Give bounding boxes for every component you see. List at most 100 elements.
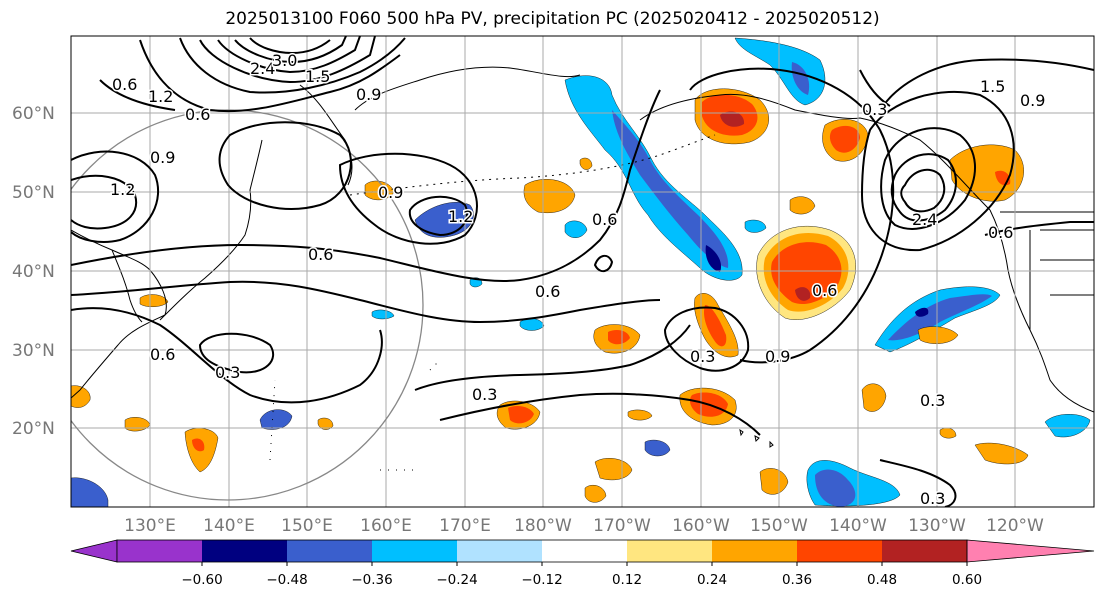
pv-contour [984,221,1094,236]
contour-label: 0.6 [112,75,137,94]
precip-positive-strong [829,125,860,153]
colorbar-segment [117,540,202,562]
precip-negative-area [744,219,767,233]
contour-label: 1.5 [305,67,330,86]
contour-label: 1.2 [448,207,473,226]
japan-coastline [159,139,263,321]
precip-positive-strong [771,242,842,305]
contour-label: 0.6 [812,281,837,300]
contour-label: 1.2 [148,87,173,106]
precip-negative-core [791,62,810,95]
lon-label: 170°E [439,516,491,536]
pv-contour [198,332,275,374]
map-frame [70,35,1095,508]
contour-label: 0.9 [1020,91,1045,110]
pv-contour [414,324,691,391]
lat-label: 20°N [12,419,55,439]
pv-contour [860,91,1015,252]
lon-label: 150°W [750,516,808,536]
colorbar-segment [202,540,287,562]
pv-contour [890,153,957,222]
precip-positive-area [139,294,169,307]
contour-label: 0.6 [185,105,210,124]
us-state-line [1029,229,1094,330]
precip-positive-area [584,485,607,503]
pv-contour [879,58,1094,111]
lat-label: 30°N [12,341,55,361]
contour-labels: 2.4 3.0 1.5 1.2 0.6 0.9 0.6 0.9 1.2 0.9 … [109,50,1047,508]
colorbar-tick-label: 0.60 [952,572,982,588]
contour-label: 3.0 [272,51,297,70]
precip-positive-strong [704,305,727,347]
pv-contour [439,392,761,436]
contour-label: 0.9 [765,347,790,366]
precip-positive-strong [192,438,205,452]
pv-contour [663,306,750,372]
precip-negative-area [564,220,588,238]
lon-label: 170°W [593,516,651,536]
pv-contour [408,195,468,237]
map-title: 2025013100 F060 500 hPa PV, precipitatio… [225,9,880,29]
precip-negative-area [644,439,671,457]
colorbar-tick-label: −0.60 [181,572,222,588]
hawaii-islands [739,428,774,448]
colorbar-tick-label: 0.48 [867,572,897,588]
precip-negative-core [612,110,729,268]
contour-label: 0.3 [472,385,497,404]
pv-contour [99,79,176,111]
precip-negative-core [888,294,992,341]
alaska-coastline [639,93,991,211]
pv-contour [71,307,383,404]
colorbar-segment [712,540,797,562]
precip-positive-area [317,417,334,430]
lon-label: 130°W [908,516,966,536]
contour-label: 0.3 [920,391,945,410]
pv-contour [199,36,376,84]
latitude-axis: 20°N 30°N 40°N 50°N 60°N [12,104,55,439]
reference-circle [71,109,424,501]
contour-label: 0.3 [862,100,887,119]
pv-contours [71,36,1094,507]
contour-label: 2.4 [912,210,937,229]
korea-coastline [111,249,143,323]
colorbar-segment [882,540,967,562]
colorbar-segment [372,540,457,562]
colorbar-segment [457,540,542,562]
precip-positive-area [579,157,593,170]
pv-contour [593,254,614,273]
lon-label: 140°W [829,516,887,536]
contour-label: 0.6 [535,282,560,301]
colorbar-tick-label: −0.48 [266,572,307,588]
lon-label: 180°W [514,516,572,536]
pv-contour [71,89,661,282]
precip-negative-area [71,477,109,507]
pv-contour [217,36,361,74]
pv-contour [179,37,406,94]
lat-label: 50°N [12,183,55,203]
pv-contour [234,36,347,64]
pv-contour [338,152,478,245]
precipitation-shading [71,37,1091,507]
lat-label: 60°N [12,104,55,124]
colorbar: −0.60 −0.48 −0.36 −0.24 −0.12 0.12 0.24 … [70,539,1095,588]
pv-contour [859,69,891,107]
pv-contour [139,39,401,113]
contour-label: 0.6 [308,245,333,264]
precip-positive-area [861,383,887,412]
pv-contour [218,121,352,210]
colorbar-segment [797,540,882,562]
contour-label: 0.9 [356,85,381,104]
contour-label: 0.6 [988,223,1013,242]
precip-positive-area [759,468,789,495]
pv-contour [900,168,946,213]
precip-negative-area [1044,414,1091,438]
lat-label: 40°N [12,262,55,282]
lon-label: 150°E [281,516,333,536]
precip-negative-area [259,409,293,430]
lon-label: 120°W [986,516,1044,536]
lon-label: 160°W [672,516,730,536]
map-area: 2.4 3.0 1.5 1.2 0.6 0.9 0.6 0.9 1.2 0.9 … [71,36,1094,508]
contour-label: 0.3 [690,347,715,366]
precip-positive-strong [508,406,534,424]
